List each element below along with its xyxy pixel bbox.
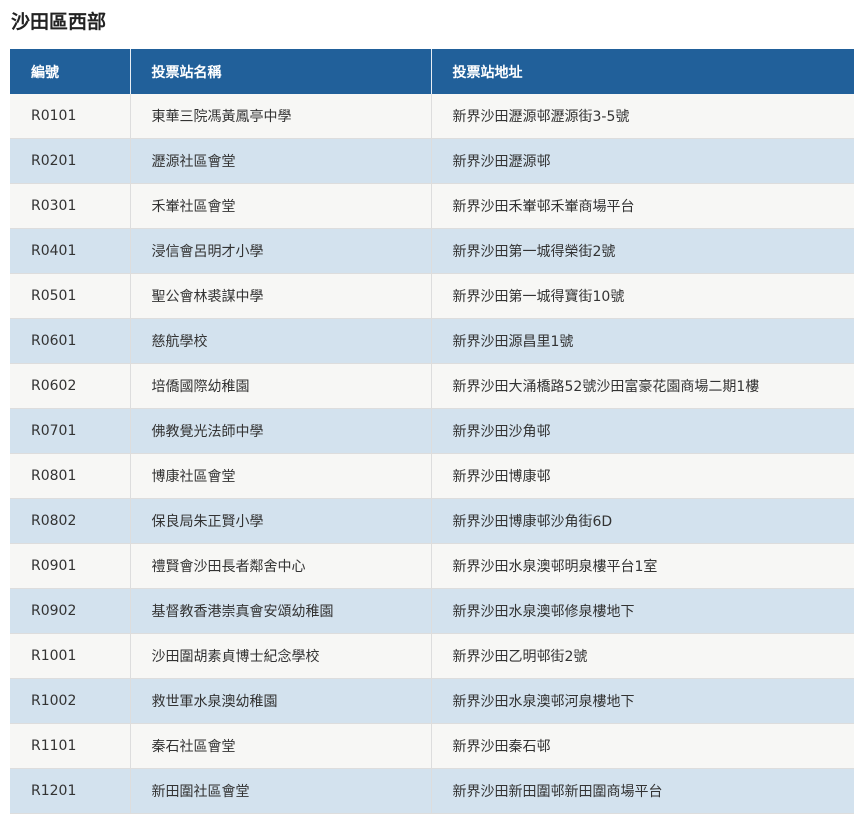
station-address: 新界沙田水泉澳邨明泉樓平台1室 (431, 543, 854, 589)
station-name: 慈航學校 (130, 318, 432, 364)
station-name: 救世軍水泉澳幼稚園 (130, 678, 432, 724)
table-header-row: 編號 投票站名稱 投票站地址 (10, 49, 854, 94)
station-code: R1201 (10, 768, 131, 814)
station-name: 東華三院馮黃鳳亭中學 (130, 94, 432, 139)
station-code: R0201 (10, 138, 131, 184)
station-name: 秦石社區會堂 (130, 723, 432, 769)
table-row: R0301 禾輋社區會堂 新界沙田禾輋邨禾輋商場平台 (10, 183, 854, 229)
table-row: R1002 救世軍水泉澳幼稚園 新界沙田水泉澳邨河泉樓地下 (10, 678, 854, 724)
station-code: R0501 (10, 273, 131, 319)
station-code: R0901 (10, 543, 131, 589)
page-title: 沙田區西部 (11, 11, 107, 33)
station-code: R0101 (10, 94, 131, 139)
station-code: R0401 (10, 228, 131, 274)
station-address: 新界沙田第一城得寶街10號 (431, 273, 854, 319)
station-address: 新界沙田博康邨 (431, 453, 854, 499)
table-row: R0501 聖公會林裘謀中學 新界沙田第一城得寶街10號 (10, 273, 854, 319)
station-address: 新界沙田乙明邨街2號 (431, 633, 854, 679)
table-row: R0801 博康社區會堂 新界沙田博康邨 (10, 453, 854, 499)
station-code: R0301 (10, 183, 131, 229)
station-code: R0601 (10, 318, 131, 364)
table-row: R0201 瀝源社區會堂 新界沙田瀝源邨 (10, 138, 854, 184)
table-row: R0401 浸信會呂明才小學 新界沙田第一城得榮街2號 (10, 228, 854, 274)
station-name: 禮賢會沙田長者鄰舍中心 (130, 543, 432, 589)
table-row: R0901 禮賢會沙田長者鄰舍中心 新界沙田水泉澳邨明泉樓平台1室 (10, 543, 854, 589)
station-code: R0902 (10, 588, 131, 634)
table-row: R0602 培僑國際幼稚園 新界沙田大涌橋路52號沙田富豪花園商場二期1樓 (10, 363, 854, 409)
station-address: 新界沙田源昌里1號 (431, 318, 854, 364)
column-header-code: 編號 (10, 49, 131, 94)
station-code: R1002 (10, 678, 131, 724)
table-row: R1001 沙田圍胡素貞博士紀念學校 新界沙田乙明邨街2號 (10, 633, 854, 679)
polling-stations-table: 編號 投票站名稱 投票站地址 R0101 東華三院馮黃鳳亭中學 新界沙田瀝源邨瀝源街… (10, 49, 854, 814)
table-row: R1101 秦石社區會堂 新界沙田秦石邨 (10, 723, 854, 769)
station-address: 新界沙田大涌橋路52號沙田富豪花園商場二期1樓 (431, 363, 854, 409)
station-address: 新界沙田新田圍邨新田圍商場平台 (431, 768, 854, 814)
station-address: 新界沙田第一城得榮街2號 (431, 228, 854, 274)
table-row: R0802 保良局朱正賢小學 新界沙田博康邨沙角街6D (10, 498, 854, 544)
station-name: 保良局朱正賢小學 (130, 498, 432, 544)
station-code: R0701 (10, 408, 131, 454)
station-address: 新界沙田瀝源邨 (431, 138, 854, 184)
column-header-name: 投票站名稱 (130, 49, 432, 94)
station-address: 新界沙田沙角邨 (431, 408, 854, 454)
station-address: 新界沙田禾輋邨禾輋商場平台 (431, 183, 854, 229)
station-address: 新界沙田瀝源邨瀝源街3-5號 (431, 94, 854, 139)
station-address: 新界沙田水泉澳邨河泉樓地下 (431, 678, 854, 724)
table-row: R0701 佛教覺光法師中學 新界沙田沙角邨 (10, 408, 854, 454)
station-code: R1101 (10, 723, 131, 769)
station-name: 禾輋社區會堂 (130, 183, 432, 229)
station-code: R0801 (10, 453, 131, 499)
station-name: 佛教覺光法師中學 (130, 408, 432, 454)
station-address: 新界沙田水泉澳邨修泉樓地下 (431, 588, 854, 634)
table-row: R0902 基督教香港崇真會安頌幼稚園 新界沙田水泉澳邨修泉樓地下 (10, 588, 854, 634)
station-name: 瀝源社區會堂 (130, 138, 432, 184)
station-name: 沙田圍胡素貞博士紀念學校 (130, 633, 432, 679)
station-code: R0602 (10, 363, 131, 409)
station-address: 新界沙田博康邨沙角街6D (431, 498, 854, 544)
station-name: 博康社區會堂 (130, 453, 432, 499)
station-name: 基督教香港崇真會安頌幼稚園 (130, 588, 432, 634)
station-code: R1001 (10, 633, 131, 679)
table-row: R0601 慈航學校 新界沙田源昌里1號 (10, 318, 854, 364)
station-name: 聖公會林裘謀中學 (130, 273, 432, 319)
table-row: R0101 東華三院馮黃鳳亭中學 新界沙田瀝源邨瀝源街3-5號 (10, 94, 854, 139)
station-name: 新田圍社區會堂 (130, 768, 432, 814)
station-code: R0802 (10, 498, 131, 544)
station-name: 培僑國際幼稚園 (130, 363, 432, 409)
table-row: R1201 新田圍社區會堂 新界沙田新田圍邨新田圍商場平台 (10, 768, 854, 814)
column-header-address: 投票站地址 (431, 49, 854, 94)
station-address: 新界沙田秦石邨 (431, 723, 854, 769)
station-name: 浸信會呂明才小學 (130, 228, 432, 274)
